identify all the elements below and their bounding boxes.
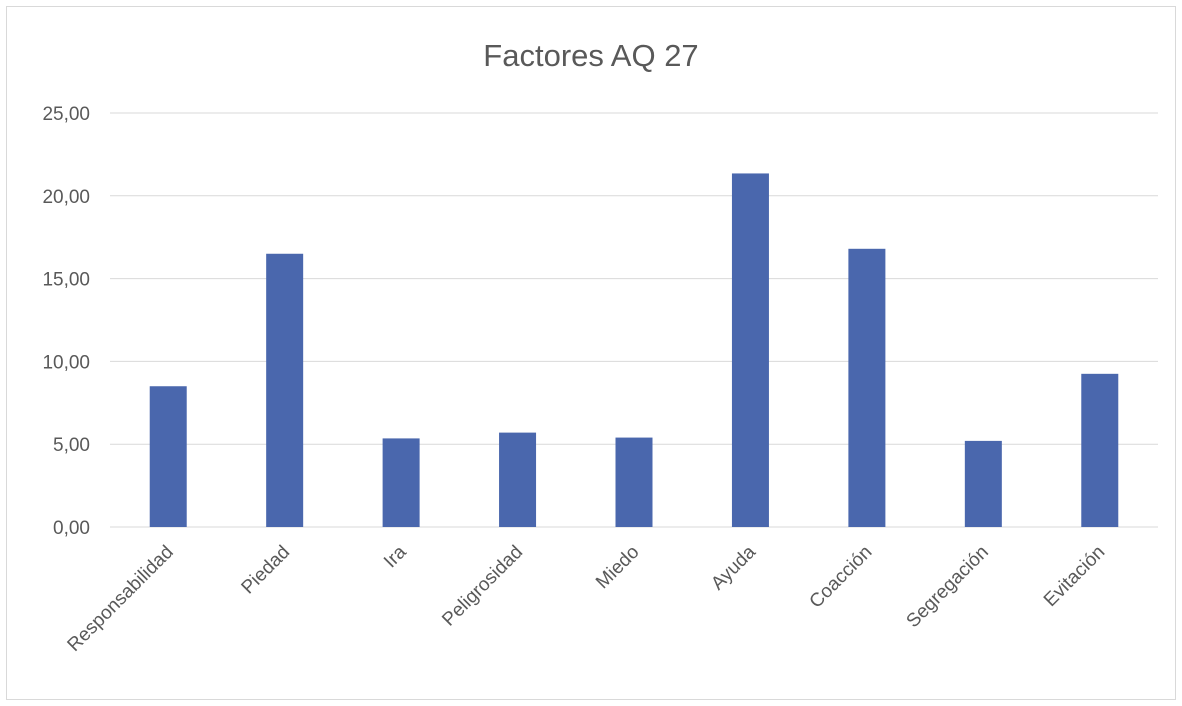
- bar-peligrosidad: [499, 432, 537, 527]
- y-tick-label: 0,00: [53, 518, 90, 539]
- chart-title: Factores AQ 27: [483, 38, 699, 73]
- bar-ira: [382, 438, 420, 527]
- y-tick-label: 5,00: [53, 435, 90, 456]
- x-tick-label: Segregación: [903, 542, 993, 632]
- bar-piedad: [266, 253, 304, 527]
- bar-ayuda: [731, 173, 769, 527]
- chart-frame: [6, 6, 1176, 700]
- bar-miedo: [615, 437, 653, 527]
- y-tick-label: 10,00: [42, 352, 90, 373]
- bar-segregación: [964, 440, 1002, 527]
- y-tick-label: 25,00: [42, 104, 90, 125]
- x-tick-label: Ayuda: [707, 541, 760, 594]
- x-tick-label: Piedad: [238, 542, 295, 599]
- bar-evitación: [1081, 373, 1119, 527]
- bar-responsabilidad: [149, 386, 187, 527]
- y-tick-label: 15,00: [42, 270, 90, 291]
- y-tick-label: 20,00: [42, 187, 90, 208]
- x-tick-label: Evitación: [1040, 542, 1109, 611]
- x-tick-label: Peligrosidad: [438, 542, 527, 631]
- x-tick-label: Responsabilidad: [64, 542, 178, 656]
- bar-coacción: [848, 248, 886, 528]
- x-tick-label: Miedo: [592, 542, 643, 593]
- x-tick-label: Coacción: [806, 542, 877, 613]
- x-tick-label: Ira: [380, 541, 411, 572]
